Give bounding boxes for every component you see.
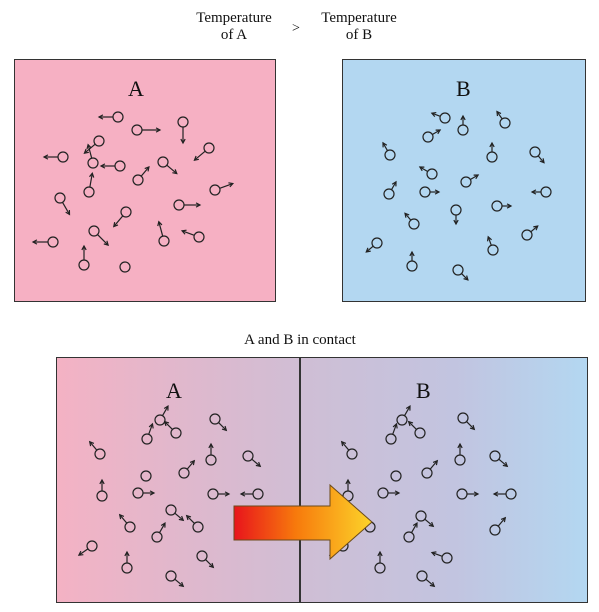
molecule-contact-icon: [154, 405, 169, 426]
molecule-b-icon: [521, 225, 539, 241]
molecule-a-icon: [177, 116, 189, 145]
molecule-contact-icon: [457, 412, 476, 431]
molecule-contact-icon: [396, 405, 411, 426]
molecule-a-icon: [193, 142, 215, 162]
molecule-a-icon: [54, 192, 71, 216]
molecule-b-icon: [491, 200, 513, 212]
molecule-contact-icon: [377, 487, 401, 499]
molecule-contact-icon: [118, 513, 136, 533]
molecule-contact-icon: [132, 487, 156, 499]
molecule-b-icon: [382, 141, 396, 161]
molecule-a-icon: [83, 135, 105, 155]
molecule-contact-icon: [430, 551, 453, 564]
molecule-contact-icon: [205, 442, 217, 466]
molecule-a-icon: [209, 182, 235, 196]
molecule-b-icon: [460, 174, 480, 188]
molecule-contact-icon: [178, 459, 196, 479]
molecule-contact-icon: [340, 440, 358, 460]
molecule-contact-icon: [88, 440, 106, 460]
molecule-a-icon: [99, 160, 126, 172]
contact-divider: [299, 357, 301, 603]
molecule-b-icon: [530, 186, 552, 198]
molecule-a-icon: [42, 151, 69, 163]
molecule-b-icon: [419, 186, 441, 198]
molecule-b-icon: [383, 180, 397, 200]
temperature-b-label: Temperature of B: [321, 10, 397, 43]
molecule-b-icon: [365, 237, 383, 253]
molecule-b-icon: [418, 166, 438, 180]
molecule-contact-icon: [242, 450, 262, 468]
molecule-b-icon: [404, 212, 420, 230]
molecule-contact-icon: [196, 550, 215, 569]
molecule-b-icon: [406, 250, 418, 272]
molecule-contact-icon: [489, 450, 509, 468]
heat-flow-arrow-icon: [233, 483, 373, 561]
molecule-contact-icon: [141, 422, 154, 445]
molecule-contact-icon: [151, 522, 166, 543]
molecule-a-icon: [97, 111, 124, 123]
greater-than-symbol: >: [292, 21, 300, 36]
molecule-contact-icon: [121, 550, 133, 574]
molecule-contact-icon: [421, 459, 439, 479]
molecule-b-icon: [486, 235, 499, 256]
molecule-a-icon: [180, 229, 205, 243]
molecule-b-icon: [457, 114, 469, 136]
molecule-contact-icon: [415, 510, 435, 528]
molecule-a-icon: [173, 199, 202, 211]
molecule-b-icon: [452, 264, 469, 281]
molecule-contact-icon: [163, 420, 182, 439]
molecule-contact-icon: [207, 488, 231, 500]
molecule-a-icon: [131, 124, 162, 136]
molecule-contact-icon: [185, 514, 204, 533]
molecule-contact-icon: [165, 504, 185, 522]
molecule-a-icon: [88, 225, 110, 247]
molecule-b-icon: [496, 110, 511, 129]
molecule-a-icon: [86, 143, 99, 169]
molecule-a-icon: [119, 261, 131, 273]
molecule-b-icon: [529, 146, 545, 164]
molecule-contact-icon: [374, 550, 386, 574]
contact-box: A B: [56, 357, 588, 603]
molecule-a-icon: [132, 166, 150, 186]
molecule-contact-icon: [416, 570, 436, 588]
molecule-b-icon: [486, 141, 498, 163]
contact-box-letter-b: B: [416, 378, 431, 403]
molecule-contact-icon: [390, 470, 402, 482]
molecule-contact-icon: [403, 522, 418, 543]
molecule-contact-icon: [489, 516, 507, 536]
box-a: A: [14, 59, 276, 302]
molecule-contact-icon: [456, 488, 480, 500]
molecule-a-icon: [157, 220, 170, 247]
molecule-contact-icon: [407, 420, 426, 439]
molecule-contact-icon: [454, 442, 466, 466]
box-b-letter: B: [456, 76, 471, 101]
molecule-contact-icon: [385, 422, 398, 445]
box-b: B: [342, 59, 586, 302]
molecule-b-icon: [430, 111, 451, 124]
temperature-a-label: Temperature of A: [196, 10, 272, 43]
box-a-letter: A: [128, 76, 144, 101]
molecule-contact-icon: [96, 478, 108, 502]
molecule-a-icon: [78, 244, 90, 271]
contact-caption: A and B in contact: [244, 332, 356, 348]
molecule-b-icon: [422, 129, 442, 143]
molecule-contact-icon: [239, 488, 264, 500]
molecule-a-icon: [83, 172, 95, 198]
molecule-contact-icon: [165, 570, 185, 588]
molecule-b-icon: [450, 204, 462, 226]
molecule-contact-icon: [209, 413, 228, 432]
molecule-a-icon: [112, 206, 132, 228]
molecule-contact-icon: [492, 488, 517, 500]
molecule-a-icon: [157, 156, 178, 175]
contact-box-letter-a: A: [166, 378, 182, 403]
molecule-contact-icon: [77, 540, 98, 556]
molecule-contact-icon: [140, 470, 152, 482]
molecule-a-icon: [31, 236, 59, 248]
